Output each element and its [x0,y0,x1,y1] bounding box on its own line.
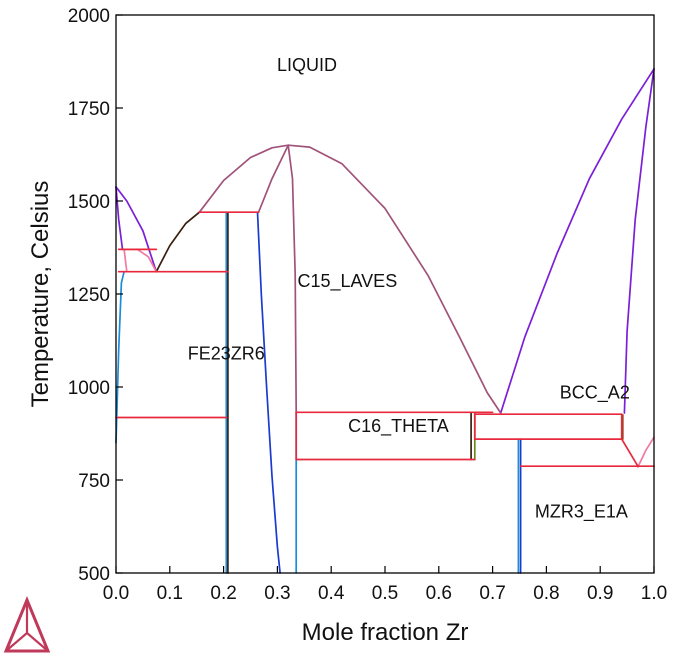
phase-boundary-line-5 [257,144,290,214]
x-tick-label: 0.3 [264,583,290,604]
y-axis-title: Temperature, Celsius [27,181,54,408]
x-tick-label: 0.0 [103,583,129,604]
phase-boundary-line-1 [499,68,655,414]
axis-ticks [115,14,655,574]
region-label-c15-laves: C15_LAVES [297,271,397,292]
y-tick-label: 1750 [68,99,110,120]
y-tick-label: 1500 [68,192,110,213]
y-tick-label: 500 [78,564,110,585]
phase-boundary-line-9 [123,248,128,273]
phase-boundary-line-15 [256,211,281,574]
x-tick-label: 0.9 [587,583,613,604]
x-tick-label: 0.7 [479,583,505,604]
region-label-bcc-a2: BCC_A2 [560,383,630,404]
axis-tick-labels: 0.0 0.1 0.2 0.3 0.4 0.5 0.6 0.7 0.8 0.9 1.0 500 750 1… [68,6,667,604]
region-label-liquid: LIQUID [277,55,337,75]
phase-boundary-line-11 [115,270,125,444]
y-tick-label: 1250 [68,285,110,306]
x-axis-title: Mole fraction Zr [302,619,469,646]
phase-boundary-line-30 [620,438,639,468]
y-tick-label: 2000 [68,6,110,27]
phase-boundary-line-8 [123,248,158,273]
phase-region-labels: LIQUID C15_LAVES FE23ZR6 BCC_A2 C16_THETA MZR… [188,55,630,522]
triangle-logo-icon [3,596,51,653]
phase-boundary-line-6 [287,144,298,414]
phase-boundary-line-3 [115,186,124,251]
phase-boundary-line-2 [623,68,655,414]
y-tick-label: 750 [78,471,110,492]
plot-frame [115,14,655,574]
phase-boundary-line-4 [198,144,502,414]
phase-boundary-line-7 [155,211,201,273]
phase-boundaries [115,68,655,574]
y-tick-label: 1000 [68,378,110,399]
x-tick-label: 1.0 [641,583,667,604]
x-tick-label: 0.6 [426,583,452,604]
x-tick-label: 0.2 [210,583,236,604]
x-tick-label: 0.1 [157,583,183,604]
region-label-mzr3-e1a: MZR3_E1A [535,502,628,523]
region-label-c16-theta: C16_THETA [348,416,449,437]
x-tick-label: 0.8 [533,583,559,604]
phase-boundary-line-0 [115,186,158,273]
x-tick-label: 0.4 [318,583,345,604]
phase-boundary-line-10 [637,436,655,468]
x-tick-label: 0.5 [372,583,398,604]
region-label-fe23zr6: FE23ZR6 [188,344,265,364]
